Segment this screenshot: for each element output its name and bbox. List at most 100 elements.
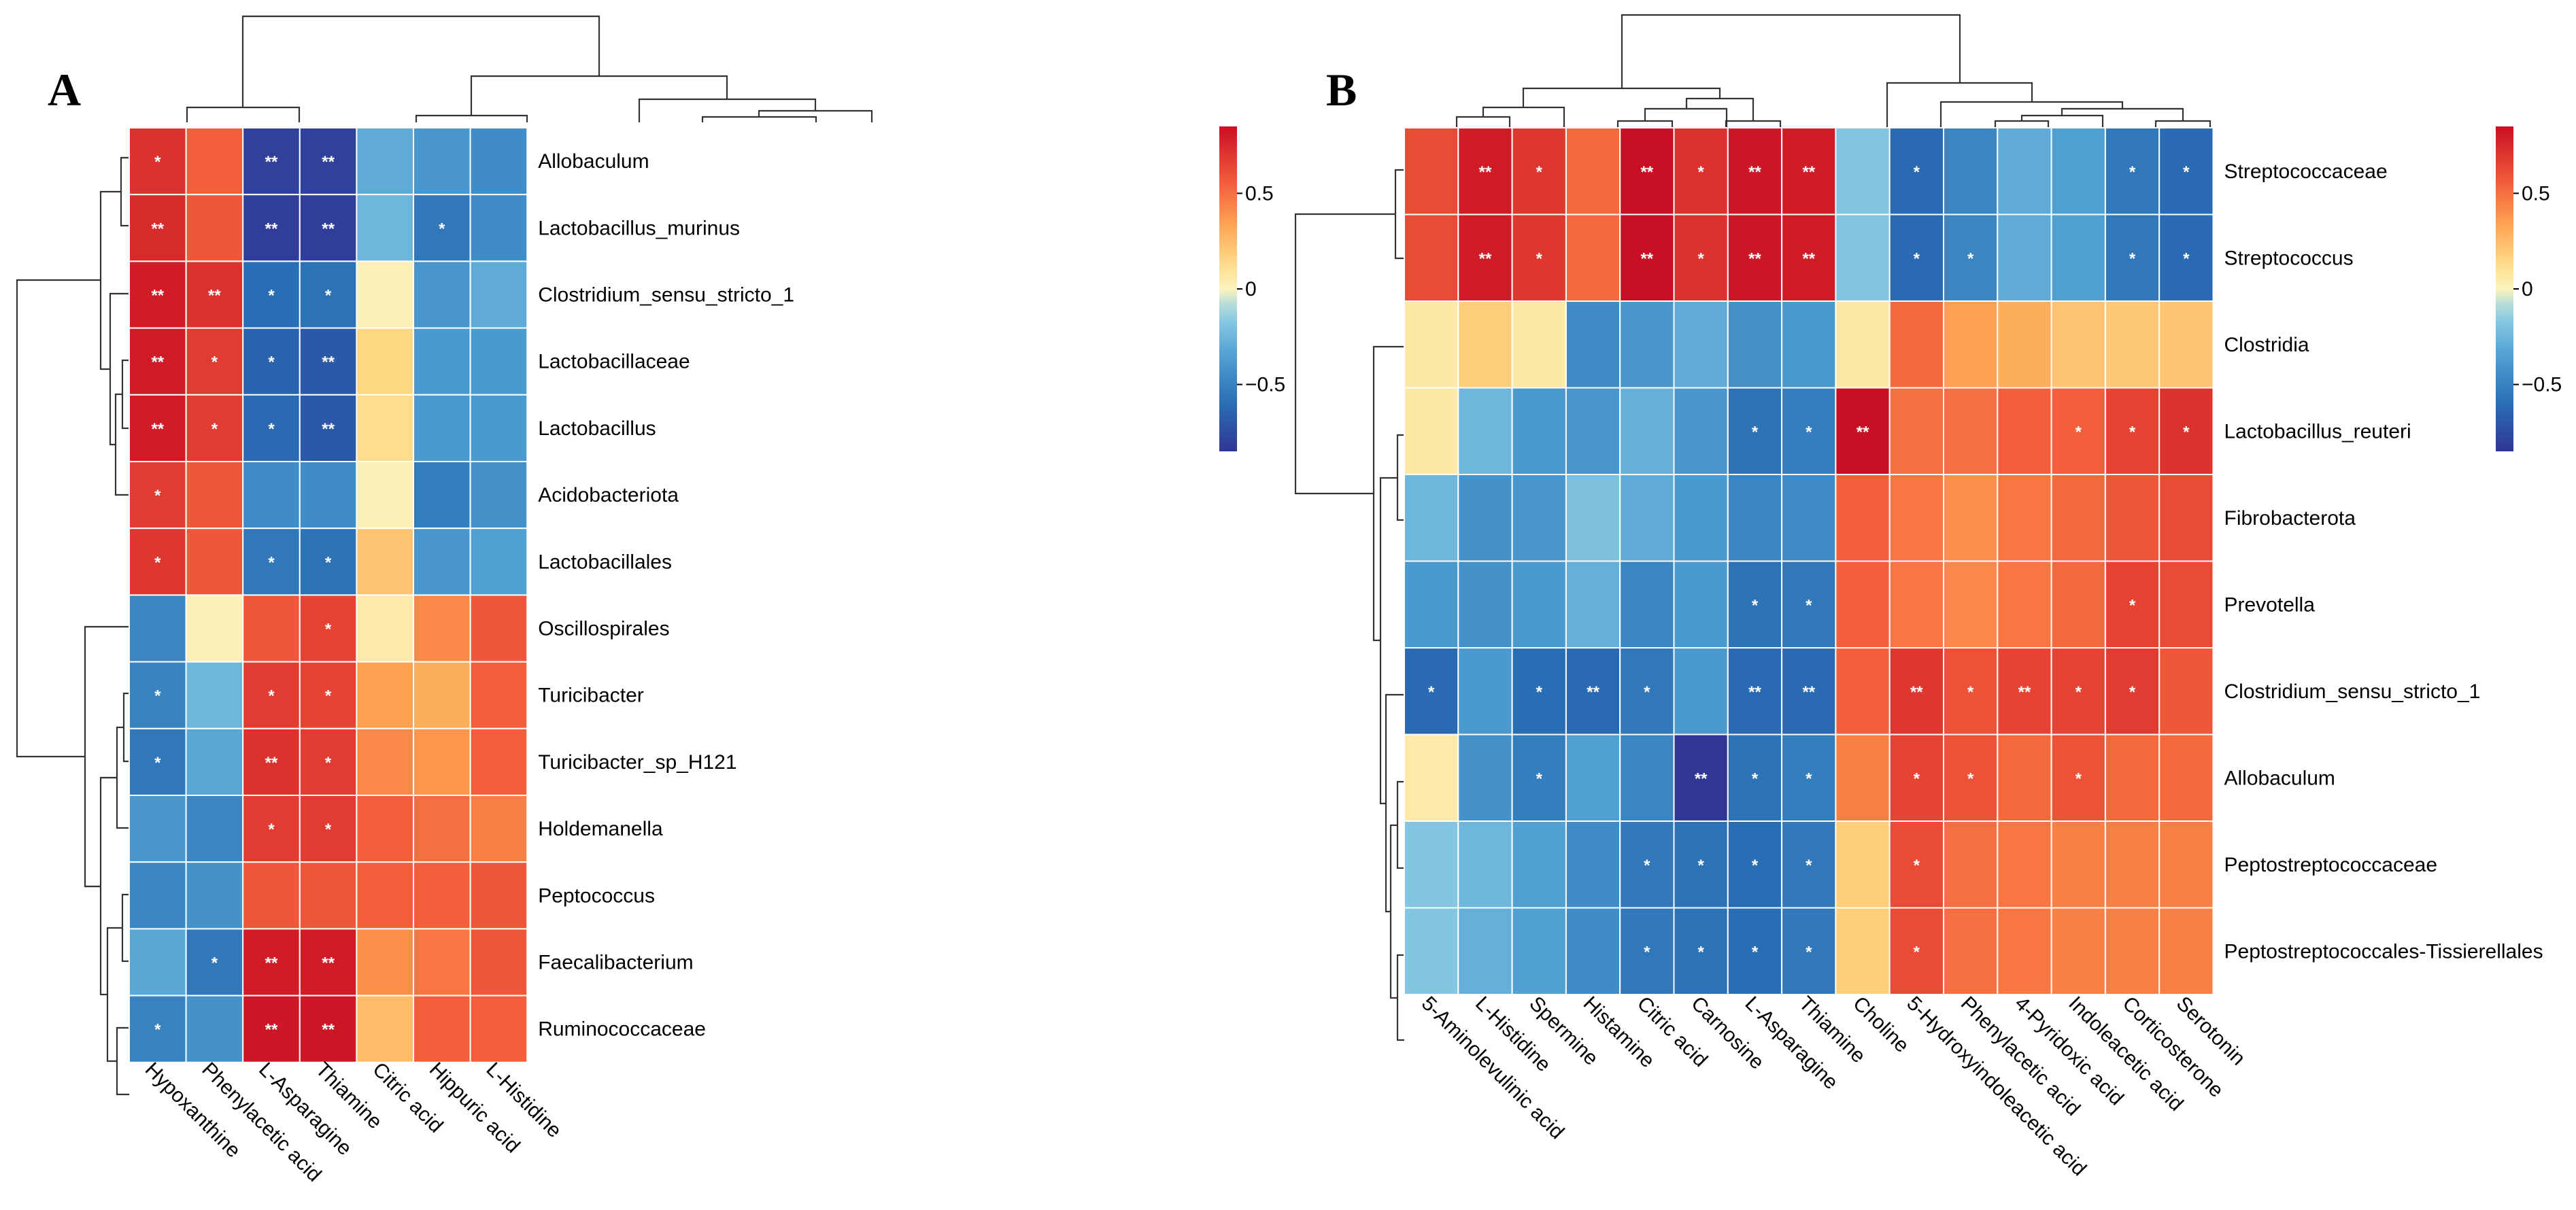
- significance-marker: **: [265, 754, 278, 772]
- heatmap-cell: [1457, 647, 1513, 736]
- significance-marker: *: [268, 820, 275, 839]
- heatmap-cell: [1673, 907, 1729, 995]
- heatmap-cell: [129, 995, 187, 1063]
- heatmap-cell: [1835, 820, 1891, 909]
- heatmap-cell: [242, 394, 301, 462]
- significance-marker: **: [1587, 683, 1599, 702]
- heatmap-cell: [129, 461, 187, 530]
- significance-marker: **: [1640, 163, 1653, 182]
- heatmap-cell: [413, 727, 471, 797]
- heatmap-cell: [1673, 387, 1729, 475]
- heatmap-cell: [129, 327, 187, 396]
- heatmap-cell: [1511, 647, 1567, 736]
- heatmap-cell: [1457, 127, 1513, 215]
- significance-marker: **: [1640, 249, 1653, 268]
- heatmap-cell: [413, 327, 471, 396]
- heatmap-cell: [1835, 300, 1891, 389]
- significance-marker: **: [1695, 770, 1708, 788]
- heatmap-cell: [413, 795, 471, 863]
- heatmap-cell: [356, 661, 415, 729]
- significance-marker: *: [211, 420, 218, 438]
- significance-marker: *: [1698, 857, 1705, 875]
- significance-marker: *: [1536, 683, 1543, 702]
- significance-marker: *: [325, 687, 332, 706]
- significance-marker: **: [151, 353, 164, 372]
- row-label: Clostridia: [2224, 334, 2309, 356]
- significance-marker: *: [1967, 249, 1974, 268]
- significance-marker: *: [2075, 423, 2082, 441]
- heatmap-cell: [2050, 820, 2106, 909]
- significance-marker: *: [1752, 857, 1759, 875]
- significance-marker: *: [2183, 163, 2190, 182]
- heatmap-cell: [1619, 560, 1675, 649]
- significance-marker: *: [1752, 770, 1759, 788]
- heatmap-cell: [1404, 560, 1459, 649]
- significance-marker: *: [1967, 770, 1974, 788]
- heatmap-cell: [1781, 647, 1837, 736]
- heatmap-cell: [2104, 213, 2160, 302]
- row-label: Holdemanella: [538, 818, 663, 840]
- heatmap-cell: [1888, 387, 1944, 475]
- significance-marker: *: [154, 754, 161, 772]
- heatmap-cell: [299, 461, 358, 530]
- row-label: Oscillospirales: [538, 618, 669, 640]
- heatmap-cell: [469, 594, 528, 663]
- heatmap-cell: [1565, 127, 1621, 215]
- significance-marker: *: [325, 754, 332, 772]
- heatmap-cell: [469, 394, 528, 462]
- heatmap-cell: [1404, 213, 1459, 302]
- row-label: Ruminococcaceae: [538, 1018, 706, 1041]
- heatmap-cell: [1565, 213, 1621, 302]
- significance-marker: *: [325, 621, 332, 639]
- heatmap-cell: [356, 260, 415, 329]
- heatmap-cell: [469, 260, 528, 329]
- panel-a-heatmap: * ** **** ** ** *** ** * *** * * **** * * **** * *** * ** *…: [129, 127, 528, 1063]
- heatmap-cell: [1457, 820, 1513, 909]
- heatmap-cell: [2104, 907, 2160, 995]
- heatmap-cell: [299, 394, 358, 462]
- significance-marker: **: [322, 420, 335, 438]
- legend-colorbar: [2496, 126, 2513, 451]
- heatmap-cell: [413, 127, 471, 196]
- significance-marker: **: [2018, 683, 2031, 702]
- heatmap-cell: [413, 995, 471, 1063]
- significance-marker: *: [1698, 943, 1705, 961]
- heatmap-cell: [1835, 907, 1891, 995]
- heatmap-cell: [1619, 907, 1675, 995]
- heatmap-cell: [1511, 300, 1567, 389]
- significance-marker: **: [265, 1021, 278, 1039]
- heatmap-cell: [2050, 733, 2106, 822]
- heatmap-cell: [356, 461, 415, 530]
- significance-marker: *: [154, 687, 161, 706]
- significance-marker: *: [1806, 943, 1812, 961]
- heatmap-cell: [129, 394, 187, 462]
- heatmap-cell: [129, 795, 187, 863]
- heatmap-cell: [1404, 733, 1459, 822]
- heatmap-cell: [469, 661, 528, 729]
- significance-marker: **: [322, 954, 335, 973]
- row-label: Allobaculum: [538, 150, 649, 173]
- legend-tick-label: 0: [1245, 278, 1257, 300]
- heatmap-cell: [469, 528, 528, 596]
- heatmap-cell: [1997, 127, 2052, 215]
- significance-marker: **: [322, 1021, 335, 1039]
- heatmap-cell: [1565, 300, 1621, 389]
- heatmap-cell: [2104, 387, 2160, 475]
- heatmap-cell: [1781, 213, 1837, 302]
- panel-b-column-labels: 5-Aminolevulinic acidL-HistidineSpermine…: [1417, 992, 2250, 1181]
- heatmap-cell: [1619, 213, 1675, 302]
- heatmap-cell: [2158, 647, 2214, 736]
- heatmap-cell: [469, 727, 528, 797]
- legend-tick-label: 0.5: [1245, 182, 1274, 205]
- significance-marker: *: [211, 353, 218, 372]
- heatmap-cell: [185, 461, 244, 530]
- heatmap-cell: [1565, 907, 1621, 995]
- significance-marker: **: [265, 220, 278, 238]
- heatmap-cell: [1943, 127, 1999, 215]
- significance-marker: *: [268, 353, 275, 372]
- heatmap-cell: [1727, 560, 1783, 649]
- heatmap-cell: [2050, 907, 2106, 995]
- heatmap-cell: [185, 127, 244, 196]
- heatmap-cell: [1457, 474, 1513, 562]
- panel-a-legend: 0.5 0 −0.5: [1219, 126, 1285, 451]
